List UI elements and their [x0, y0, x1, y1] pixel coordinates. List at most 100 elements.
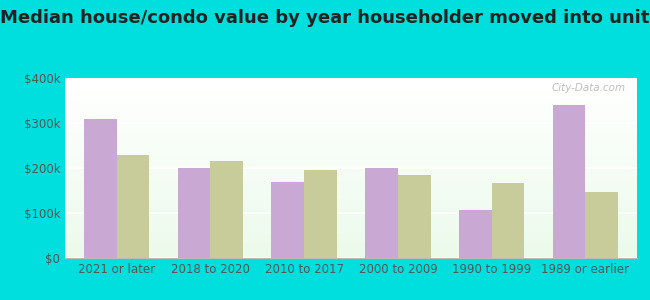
Bar	[65, 193, 637, 195]
Bar	[65, 175, 637, 177]
Bar	[65, 127, 637, 128]
Bar	[65, 191, 637, 193]
Bar	[65, 172, 637, 173]
Bar	[65, 238, 637, 240]
Bar	[65, 218, 637, 220]
Bar	[65, 132, 637, 134]
Bar	[65, 256, 637, 258]
Bar	[177, 168, 211, 258]
Bar	[65, 128, 637, 130]
Bar	[65, 82, 637, 83]
Bar	[65, 91, 637, 92]
Bar	[65, 222, 637, 224]
Bar	[65, 89, 637, 91]
Bar	[65, 249, 637, 251]
Text: Median house/condo value by year householder moved into unit: Median house/condo value by year househo…	[0, 9, 650, 27]
Bar	[211, 161, 243, 258]
Bar	[65, 242, 637, 244]
Bar	[65, 136, 637, 137]
Bar	[65, 240, 637, 242]
Bar	[65, 109, 637, 110]
Bar	[65, 112, 637, 114]
Bar	[65, 107, 637, 109]
Bar	[116, 154, 150, 258]
Bar	[65, 103, 637, 105]
Bar	[65, 173, 637, 175]
Bar	[65, 148, 637, 150]
Bar	[65, 215, 637, 217]
Bar	[65, 202, 637, 204]
Bar	[65, 220, 637, 222]
Bar	[65, 206, 637, 208]
Bar	[65, 204, 637, 206]
Bar	[65, 179, 637, 181]
Bar	[65, 229, 637, 231]
Bar	[65, 199, 637, 200]
Bar	[65, 190, 637, 191]
Bar	[65, 101, 637, 103]
Bar	[586, 192, 618, 258]
Bar	[65, 170, 637, 172]
Bar	[65, 224, 637, 226]
Bar	[65, 105, 637, 107]
Bar	[65, 137, 637, 139]
Bar	[65, 125, 637, 127]
Bar	[65, 184, 637, 186]
Bar	[65, 154, 637, 155]
Bar	[84, 118, 116, 258]
Bar	[65, 233, 637, 235]
Bar	[65, 254, 637, 256]
Bar	[65, 200, 637, 202]
Bar	[491, 183, 525, 258]
Bar	[65, 119, 637, 121]
Bar	[65, 209, 637, 211]
Bar	[65, 85, 637, 87]
Bar	[65, 118, 637, 119]
Bar	[65, 114, 637, 116]
Bar	[552, 105, 586, 258]
Bar	[65, 211, 637, 213]
Bar	[65, 150, 637, 152]
Bar	[65, 134, 637, 136]
Bar	[65, 80, 637, 82]
Bar	[65, 244, 637, 245]
Bar	[65, 157, 637, 159]
Bar	[65, 164, 637, 166]
Bar	[65, 100, 637, 101]
Bar	[65, 123, 637, 125]
Bar	[65, 146, 637, 148]
Bar	[65, 143, 637, 145]
Bar	[65, 96, 637, 98]
Bar	[65, 92, 637, 94]
Bar	[65, 236, 637, 238]
Bar	[65, 166, 637, 168]
Bar	[65, 159, 637, 161]
Bar	[65, 139, 637, 141]
Bar	[65, 226, 637, 227]
Bar	[65, 98, 637, 100]
Bar	[65, 188, 637, 190]
Bar	[65, 217, 637, 218]
Bar	[65, 94, 637, 96]
Bar	[65, 121, 637, 123]
Bar	[271, 182, 304, 258]
Bar	[65, 145, 637, 146]
Bar	[65, 155, 637, 157]
Bar	[65, 116, 637, 118]
Bar	[365, 168, 398, 258]
Bar	[65, 251, 637, 253]
Bar	[65, 152, 637, 154]
Bar	[65, 168, 637, 170]
Bar	[304, 170, 337, 258]
Bar	[65, 186, 637, 188]
Bar	[65, 195, 637, 197]
Bar	[65, 130, 637, 132]
Bar	[65, 181, 637, 182]
Bar	[65, 235, 637, 236]
Bar	[65, 247, 637, 249]
Text: City-Data.com: City-Data.com	[551, 83, 625, 93]
Bar	[65, 213, 637, 215]
Bar	[65, 253, 637, 254]
Bar	[65, 141, 637, 143]
Bar	[65, 197, 637, 199]
